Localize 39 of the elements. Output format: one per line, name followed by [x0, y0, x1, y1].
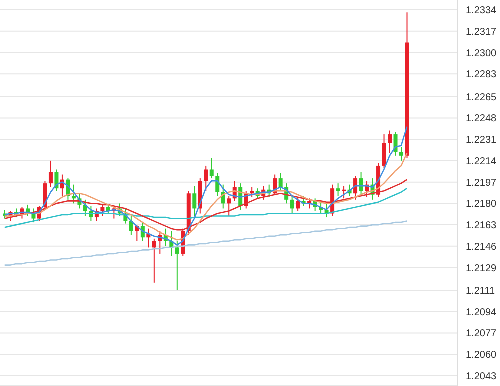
candlestick [100, 204, 105, 217]
candlestick [388, 130, 392, 154]
candlestick [354, 176, 358, 200]
candlestick [250, 186, 254, 198]
candlestick [175, 240, 180, 291]
candlestick [72, 184, 76, 204]
candlestick [290, 196, 294, 214]
y-tick-label: 1.2180 [466, 199, 498, 210]
candlestick [129, 216, 134, 236]
y-tick-label: 1.2300 [466, 48, 498, 60]
y-tick-label: 1.2317 [466, 26, 498, 38]
candlestick [278, 173, 283, 192]
candlestick [48, 160, 53, 188]
y-tick-label: 1.2265 [466, 92, 498, 104]
candlestick [152, 238, 156, 284]
line-series [4, 220, 408, 266]
y-tick-label: 1.2043 [466, 371, 498, 382]
y-tick-label: 1.2077 [466, 328, 498, 340]
line-series [4, 188, 408, 228]
candlestick [192, 186, 197, 217]
y-tick-label: 1.2094 [466, 307, 498, 318]
y-tick-label: 1.2214 [466, 156, 498, 168]
candlestick [296, 196, 300, 212]
y-tick-label: 1.2231 [466, 135, 498, 146]
y-tick-label: 1.2111 [466, 286, 496, 297]
candlestick [382, 134, 386, 169]
y-tick-label: 1.2060 [466, 350, 498, 362]
candlestick [400, 146, 404, 162]
candlestick [227, 196, 232, 217]
candlestick [336, 183, 340, 197]
y-tick-label: 1.2197 [466, 178, 498, 189]
candlestick [210, 158, 214, 180]
y-tick-label: 1.2248 [466, 114, 498, 125]
y-tick-label: 1.2163 [466, 220, 498, 232]
y-tick-label: 1.2129 [466, 263, 498, 274]
candlestick [204, 165, 208, 192]
y-tick-label: 1.2146 [466, 242, 498, 253]
y-tick-label: 1.2334 [466, 6, 498, 17]
y-tick-label: 1.2283 [466, 70, 498, 81]
